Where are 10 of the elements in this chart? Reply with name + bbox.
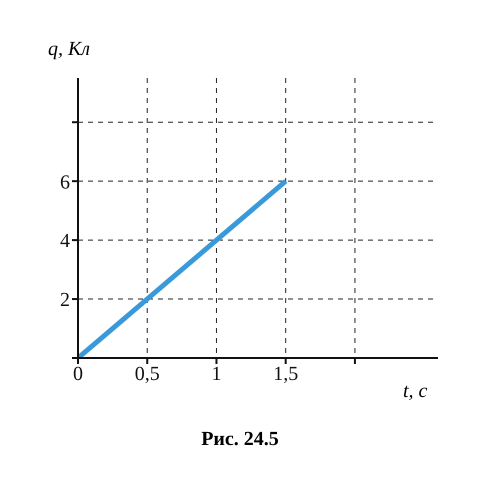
y-tick-label: 2: [60, 289, 70, 312]
y-tick-label: 4: [60, 230, 70, 252]
text: Рис. 24.5: [200, 428, 280, 451]
y-axis-title: q, Кл: [48, 38, 90, 61]
x-axis-title: t, с: [403, 380, 428, 403]
x-tick-label: 0: [73, 363, 83, 386]
x-tick-label: 0,5: [134, 363, 160, 386]
x-tick-label: 1: [211, 363, 222, 386]
y-tick-label: 6: [60, 171, 70, 194]
x-tick-label: 1,5: [273, 363, 298, 386]
